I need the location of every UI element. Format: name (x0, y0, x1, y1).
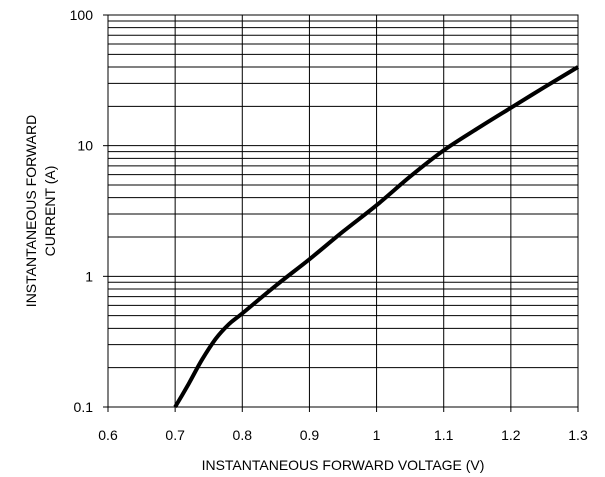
y-tick-label: 1 (85, 268, 93, 284)
x-tick-label: 0.8 (233, 427, 253, 443)
y-axis-label-line-2: CURRENT (A) (42, 166, 58, 257)
plot-area-frame (107, 14, 579, 408)
y-tick-label: 100 (70, 7, 94, 23)
grid (108, 15, 578, 407)
y-axis-label-line-1: INSTANTANEOUS FORWARD (23, 115, 39, 307)
x-tick-label: 1.2 (501, 427, 521, 443)
y-axis-label: INSTANTANEOUS FORWARD CURRENT (A) (23, 115, 58, 307)
y-axis-ticks: 0.1 1 10 100 (70, 7, 108, 415)
x-tick-label: 0.6 (98, 427, 118, 443)
x-tick-label: 1 (373, 427, 381, 443)
x-axis-label: INSTANTANEOUS FORWARD VOLTAGE (V) (202, 457, 485, 473)
forward-characteristic-curve (173, 65, 580, 409)
x-tick-label: 1.1 (434, 427, 454, 443)
y-tick-label: 0.1 (74, 399, 94, 415)
y-tick-label: 10 (77, 138, 93, 154)
x-tick-label: 0.9 (300, 427, 320, 443)
x-axis-ticks: 0.6 0.7 0.8 0.9 1 1.1 1.2 1.3 (98, 407, 588, 443)
x-tick-label: 1.3 (568, 427, 588, 443)
x-tick-label: 0.7 (165, 427, 185, 443)
